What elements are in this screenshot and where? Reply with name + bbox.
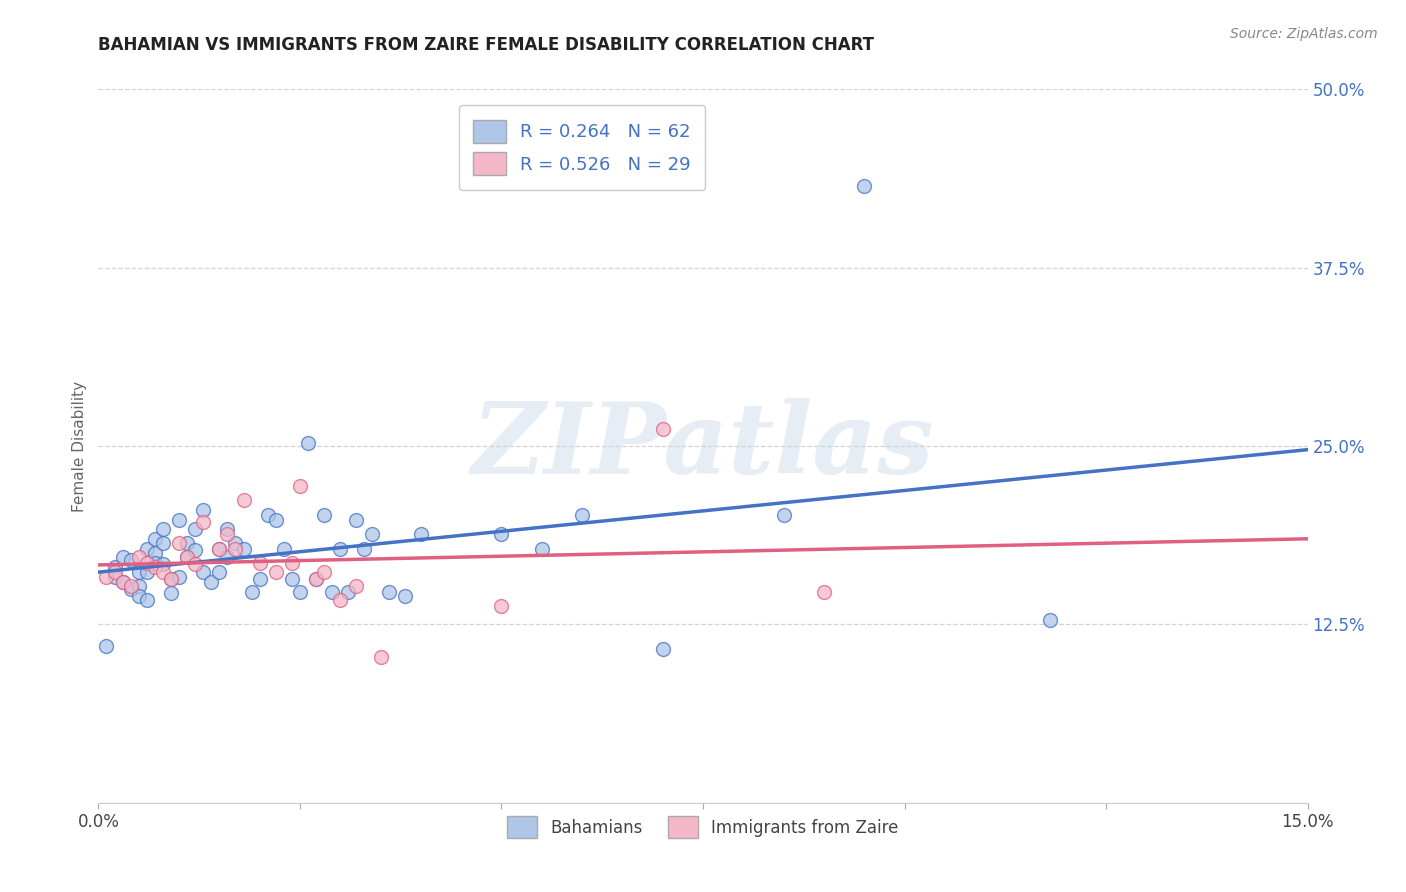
Point bbox=[305, 572, 328, 586]
Point bbox=[651, 641, 673, 656]
Y-axis label: Female Disability: Female Disability bbox=[72, 380, 87, 512]
Point bbox=[281, 572, 304, 586]
Point bbox=[103, 560, 125, 574]
Point bbox=[143, 532, 166, 546]
Point bbox=[394, 589, 416, 603]
Point bbox=[111, 550, 134, 565]
Text: BAHAMIAN VS IMMIGRANTS FROM ZAIRE FEMALE DISABILITY CORRELATION CHART: BAHAMIAN VS IMMIGRANTS FROM ZAIRE FEMALE… bbox=[98, 36, 875, 54]
Point bbox=[120, 579, 142, 593]
Point bbox=[135, 541, 157, 556]
Point bbox=[103, 570, 125, 584]
Point bbox=[361, 527, 384, 541]
Point bbox=[264, 565, 287, 579]
Legend: Bahamians, Immigrants from Zaire: Bahamians, Immigrants from Zaire bbox=[501, 810, 905, 845]
Point bbox=[232, 541, 254, 556]
Point bbox=[281, 556, 304, 570]
Point bbox=[377, 584, 399, 599]
Point bbox=[128, 550, 150, 565]
Point bbox=[111, 574, 134, 589]
Point bbox=[217, 522, 239, 536]
Point bbox=[344, 513, 367, 527]
Point bbox=[184, 543, 207, 558]
Point bbox=[160, 572, 183, 586]
Point bbox=[813, 584, 835, 599]
Point bbox=[96, 639, 118, 653]
Point bbox=[217, 550, 239, 565]
Point bbox=[491, 599, 513, 613]
Point bbox=[1039, 613, 1062, 627]
Point bbox=[167, 513, 190, 527]
Point bbox=[193, 565, 215, 579]
Point bbox=[353, 541, 375, 556]
Point bbox=[249, 572, 271, 586]
Point bbox=[135, 565, 157, 579]
Point bbox=[337, 584, 360, 599]
Point bbox=[370, 650, 392, 665]
Point bbox=[160, 586, 183, 600]
Point bbox=[143, 546, 166, 560]
Point bbox=[152, 558, 174, 572]
Point bbox=[143, 560, 166, 574]
Point bbox=[176, 550, 198, 565]
Point bbox=[853, 179, 876, 194]
Point bbox=[152, 565, 174, 579]
Point bbox=[128, 565, 150, 579]
Point bbox=[120, 553, 142, 567]
Point bbox=[224, 536, 246, 550]
Point bbox=[111, 574, 134, 589]
Point bbox=[571, 508, 593, 522]
Point bbox=[152, 536, 174, 550]
Point bbox=[167, 536, 190, 550]
Text: ZIPatlas: ZIPatlas bbox=[472, 398, 934, 494]
Point bbox=[193, 503, 215, 517]
Point bbox=[143, 556, 166, 570]
Point bbox=[273, 541, 295, 556]
Point bbox=[297, 436, 319, 450]
Point bbox=[321, 584, 343, 599]
Point bbox=[208, 565, 231, 579]
Point bbox=[176, 536, 198, 550]
Point bbox=[344, 579, 367, 593]
Point bbox=[160, 572, 183, 586]
Point bbox=[288, 479, 311, 493]
Text: Source: ZipAtlas.com: Source: ZipAtlas.com bbox=[1230, 27, 1378, 41]
Point bbox=[409, 527, 432, 541]
Point bbox=[264, 513, 287, 527]
Point bbox=[772, 508, 794, 522]
Point bbox=[96, 570, 118, 584]
Point bbox=[200, 574, 222, 589]
Point bbox=[128, 589, 150, 603]
Point bbox=[208, 541, 231, 556]
Point bbox=[249, 556, 271, 570]
Point bbox=[120, 582, 142, 596]
Point bbox=[193, 515, 215, 529]
Point bbox=[305, 572, 328, 586]
Point bbox=[256, 508, 278, 522]
Point bbox=[184, 522, 207, 536]
Point bbox=[651, 422, 673, 436]
Point bbox=[135, 593, 157, 607]
Point bbox=[184, 558, 207, 572]
Point bbox=[240, 584, 263, 599]
Point bbox=[224, 541, 246, 556]
Point bbox=[176, 550, 198, 565]
Point bbox=[329, 593, 352, 607]
Point bbox=[314, 508, 336, 522]
Point bbox=[329, 541, 352, 556]
Point bbox=[103, 565, 125, 579]
Point bbox=[128, 579, 150, 593]
Point bbox=[152, 522, 174, 536]
Point bbox=[217, 527, 239, 541]
Point bbox=[167, 570, 190, 584]
Point bbox=[491, 527, 513, 541]
Point bbox=[208, 541, 231, 556]
Point bbox=[314, 565, 336, 579]
Point bbox=[530, 541, 553, 556]
Point bbox=[232, 493, 254, 508]
Point bbox=[288, 584, 311, 599]
Point bbox=[135, 556, 157, 570]
